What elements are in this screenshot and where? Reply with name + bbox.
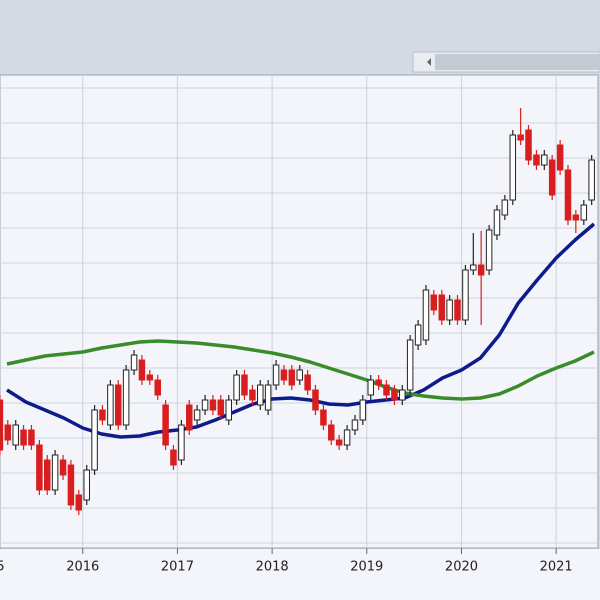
candle-body [446, 299, 453, 321]
candle-body [257, 384, 264, 406]
candle-body [272, 364, 280, 386]
plot [0, 75, 598, 548]
candle-body [572, 214, 580, 221]
candle-body [422, 289, 430, 341]
candle-body [399, 389, 406, 401]
candle-body [328, 424, 335, 441]
candle-body [588, 159, 595, 201]
x-tick-label: 2017 [161, 560, 194, 575]
candle-body [51, 454, 59, 491]
candle-body [564, 169, 572, 221]
candle-body [438, 294, 446, 321]
candle-body [178, 424, 185, 461]
candle-body [335, 439, 343, 446]
x-tick-label: 2018 [256, 560, 289, 575]
candle-body [154, 379, 161, 396]
candle-body [4, 424, 12, 441]
candle-body [122, 369, 130, 426]
candle-body [217, 399, 225, 416]
candle-body [541, 154, 548, 166]
candle-body [462, 269, 469, 321]
candle-body [509, 134, 517, 201]
candle-body [517, 134, 524, 141]
candle-body [107, 384, 114, 426]
candle-body [477, 264, 485, 276]
candle-body [406, 339, 414, 391]
candle-body [320, 409, 327, 426]
candle-body [485, 229, 493, 271]
candle-body [501, 199, 509, 216]
candle-body [533, 154, 540, 166]
candle-body [470, 264, 477, 271]
candle-body [312, 389, 319, 411]
candle-body [43, 459, 51, 491]
candle-body [193, 409, 201, 421]
candle-body [20, 429, 27, 446]
candle-body [115, 384, 122, 426]
candle-body [367, 379, 375, 396]
candle-body [304, 374, 311, 391]
candle-body [343, 429, 351, 446]
x-tick-label: 2015 [0, 560, 5, 575]
candle-body [359, 399, 367, 421]
scrollbar-thumb[interactable] [435, 54, 600, 70]
x-tick-label: 2020 [445, 560, 478, 575]
x-axis-area [0, 549, 600, 600]
candle-body [556, 144, 564, 171]
candle-body [209, 399, 217, 411]
candle-body [493, 209, 501, 236]
candle-body [296, 369, 304, 381]
x-axis: 2015 2016 2017 2018 2019 2020 2021 [0, 548, 573, 575]
candle-body [75, 494, 83, 511]
candle-body [264, 384, 272, 411]
candle-body [391, 389, 398, 401]
candle-body [233, 374, 240, 401]
candle-body [146, 374, 154, 381]
candle-body [383, 384, 390, 396]
candle-body [138, 359, 146, 381]
candle-body [12, 424, 19, 446]
candle-body [99, 409, 106, 421]
candle-body [201, 399, 209, 411]
x-tick-label: 2021 [540, 560, 573, 575]
candle-body [241, 374, 248, 396]
x-tick-label: 2016 [66, 560, 99, 575]
candle-body [525, 129, 532, 161]
moving-average-line [6, 339, 595, 401]
candle-body [548, 159, 556, 196]
candle-body [67, 464, 75, 506]
x-tick-label: 2019 [350, 560, 383, 575]
candle-body [170, 449, 177, 466]
candle-body [225, 399, 232, 421]
candle-body [162, 404, 169, 446]
scroll-arrow[interactable] [427, 58, 431, 66]
candle-body [28, 429, 35, 446]
candle-body [288, 369, 296, 386]
candle-body [375, 379, 382, 386]
candle-body [414, 324, 422, 346]
candle-body [186, 404, 193, 431]
candle-body [91, 409, 98, 471]
moving-average-line [6, 222, 596, 439]
candle-body [83, 469, 90, 501]
candle-body [59, 459, 67, 476]
candle-body [351, 419, 359, 431]
candle-body [130, 354, 138, 371]
candle-body [0, 399, 4, 451]
candle-body [249, 389, 256, 401]
candle-body [280, 369, 288, 381]
candle-body [580, 204, 588, 221]
candle-body [36, 444, 43, 491]
candle-body [430, 294, 438, 311]
candle-body [454, 299, 461, 321]
plot-area [0, 74, 599, 549]
